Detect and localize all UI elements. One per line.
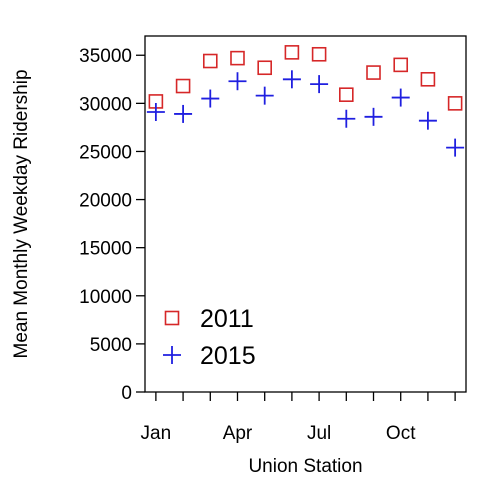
point-plus: [282, 70, 301, 89]
point-square: [366, 65, 381, 80]
x-tick-label: Apr: [223, 423, 253, 444]
x-axis-title: Union Station: [248, 456, 362, 477]
legend: 2011 2015: [163, 305, 256, 370]
x-tick-label: Jan: [141, 423, 172, 444]
point-plus: [174, 104, 193, 123]
point-plus: [201, 89, 220, 108]
point-plus: [146, 103, 165, 122]
point-plus: [364, 107, 383, 126]
point-square: [202, 53, 218, 69]
point-square: [339, 87, 354, 102]
x-tick-label: Jul: [307, 423, 331, 444]
point-square: [447, 96, 463, 111]
y-tick-label: 35000: [79, 46, 132, 67]
legend-label: 2015: [200, 342, 256, 370]
point-plus: [418, 111, 437, 130]
y-tick-label: 5000: [90, 335, 132, 356]
point-plus: [228, 72, 247, 91]
point-square: [284, 45, 300, 60]
y-tick-label: 25000: [79, 142, 132, 163]
legend-marker: [163, 346, 181, 364]
data-marks: [146, 45, 465, 157]
y-tick-label: 20000: [79, 191, 132, 212]
point-square: [230, 50, 245, 66]
x-tick-label: Oct: [386, 423, 416, 444]
point-square: [393, 57, 409, 73]
y-tick-label: 15000: [79, 239, 132, 260]
point-square: [311, 46, 327, 62]
y-tick-label: 0: [121, 383, 132, 404]
point-plus: [337, 109, 356, 128]
point-square: [257, 60, 272, 76]
y-axis-title: Mean Monthly Weekday Ridership: [11, 69, 32, 358]
x-axis: Jan Apr Jul Oct: [141, 392, 456, 444]
point-plus: [255, 86, 274, 105]
y-tick-label: 10000: [79, 287, 132, 308]
legend-marker: [164, 310, 180, 326]
point-square: [420, 71, 436, 87]
plot-frame: [144, 35, 467, 393]
point-plus: [310, 75, 329, 94]
y-axis: 0 5000 10000 15000 20000 25000 30000 35000: [79, 46, 145, 404]
point-plus: [391, 88, 410, 107]
point-square: [175, 78, 191, 94]
legend-label: 2011: [200, 305, 254, 333]
point-plus: [446, 138, 465, 157]
y-tick-label: 30000: [79, 94, 132, 115]
